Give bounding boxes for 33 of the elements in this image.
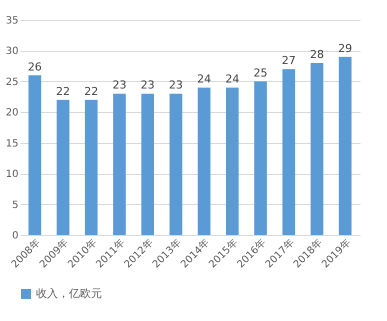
bar [226, 88, 239, 235]
data-label: 23 [168, 78, 183, 92]
bar [56, 100, 70, 235]
data-label: 28 [310, 48, 324, 61]
data-label: 24 [197, 72, 212, 86]
bar [141, 94, 154, 235]
y-tick-label: 0 [12, 230, 18, 242]
y-tick-label: 20 [6, 108, 18, 119]
y-tick-label: 35 [6, 16, 18, 26]
legend-label: 收入，亿欧元 [36, 287, 102, 300]
data-label: 29 [338, 42, 352, 55]
bar [338, 56, 352, 235]
data-label: 22 [84, 84, 98, 98]
data-label: 23 [112, 78, 126, 92]
y-tick-label: 30 [6, 46, 18, 58]
bar [282, 69, 296, 235]
y-tick-label: 15 [6, 138, 18, 150]
bar [170, 94, 182, 235]
data-label: 23 [140, 78, 155, 92]
bar [113, 94, 126, 235]
data-label: 27 [282, 54, 296, 68]
data-label: 24 [225, 72, 240, 86]
y-tick-label: 10 [6, 169, 18, 180]
bar [310, 63, 324, 235]
bar [198, 88, 210, 235]
bar [28, 75, 42, 235]
data-label: 25 [254, 66, 268, 80]
bar [84, 100, 98, 235]
y-tick-label: 25 [6, 76, 18, 88]
y-tick-label: 5 [12, 200, 18, 211]
bar [254, 81, 267, 235]
data-label: 22 [56, 84, 70, 98]
data-label: 26 [28, 60, 42, 74]
